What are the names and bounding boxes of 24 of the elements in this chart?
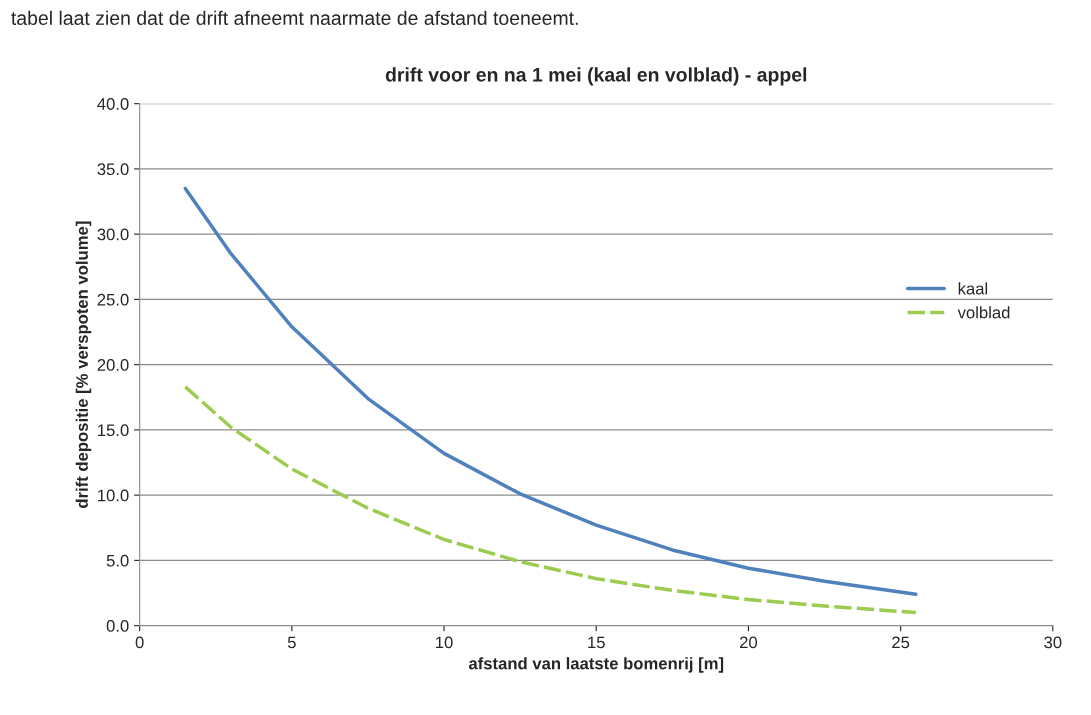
line-series [183, 385, 918, 615]
y-tick-label: 15.0 [98, 424, 129, 437]
text: tabel laat zien dat de drift afneemt naarmate de afstand toeneemt. [11, 10, 578, 26]
y-axis-title: drift depositie [% verspoten volume] [75, 221, 92, 508]
y-tick-label: 25.0 [97, 293, 129, 306]
x-axis-title: afstand van laatste bomenrij [m] [468, 657, 724, 673]
x-tick-label: 25 [892, 636, 910, 649]
x-tick-label: 20 [740, 636, 758, 649]
line-series [183, 186, 918, 597]
y-tick-label: 5.0 [106, 554, 129, 567]
x-tick-label: 0 [135, 636, 144, 649]
y-tick-label: 35.0 [97, 163, 129, 176]
y-tick-label: 30.0 [97, 228, 129, 241]
chart-title: drift voor en na 1 mei (kaal en volblad) - appel [385, 67, 807, 86]
x-tick-label: 15 [588, 636, 605, 649]
x-tick-label: 30 [1044, 636, 1062, 649]
y-tick-label: 20.0 [97, 359, 129, 371]
y-tick-label: 0.0 [106, 620, 129, 632]
legend-label: volblad [957, 306, 1010, 319]
x-tick-label: 10 [436, 636, 453, 649]
y-tick-label: 40.0 [97, 98, 129, 110]
x-tick-label: 5 [287, 636, 296, 649]
y-tick-label: 10.0 [98, 489, 129, 502]
legend-label: kaal [958, 282, 988, 295]
